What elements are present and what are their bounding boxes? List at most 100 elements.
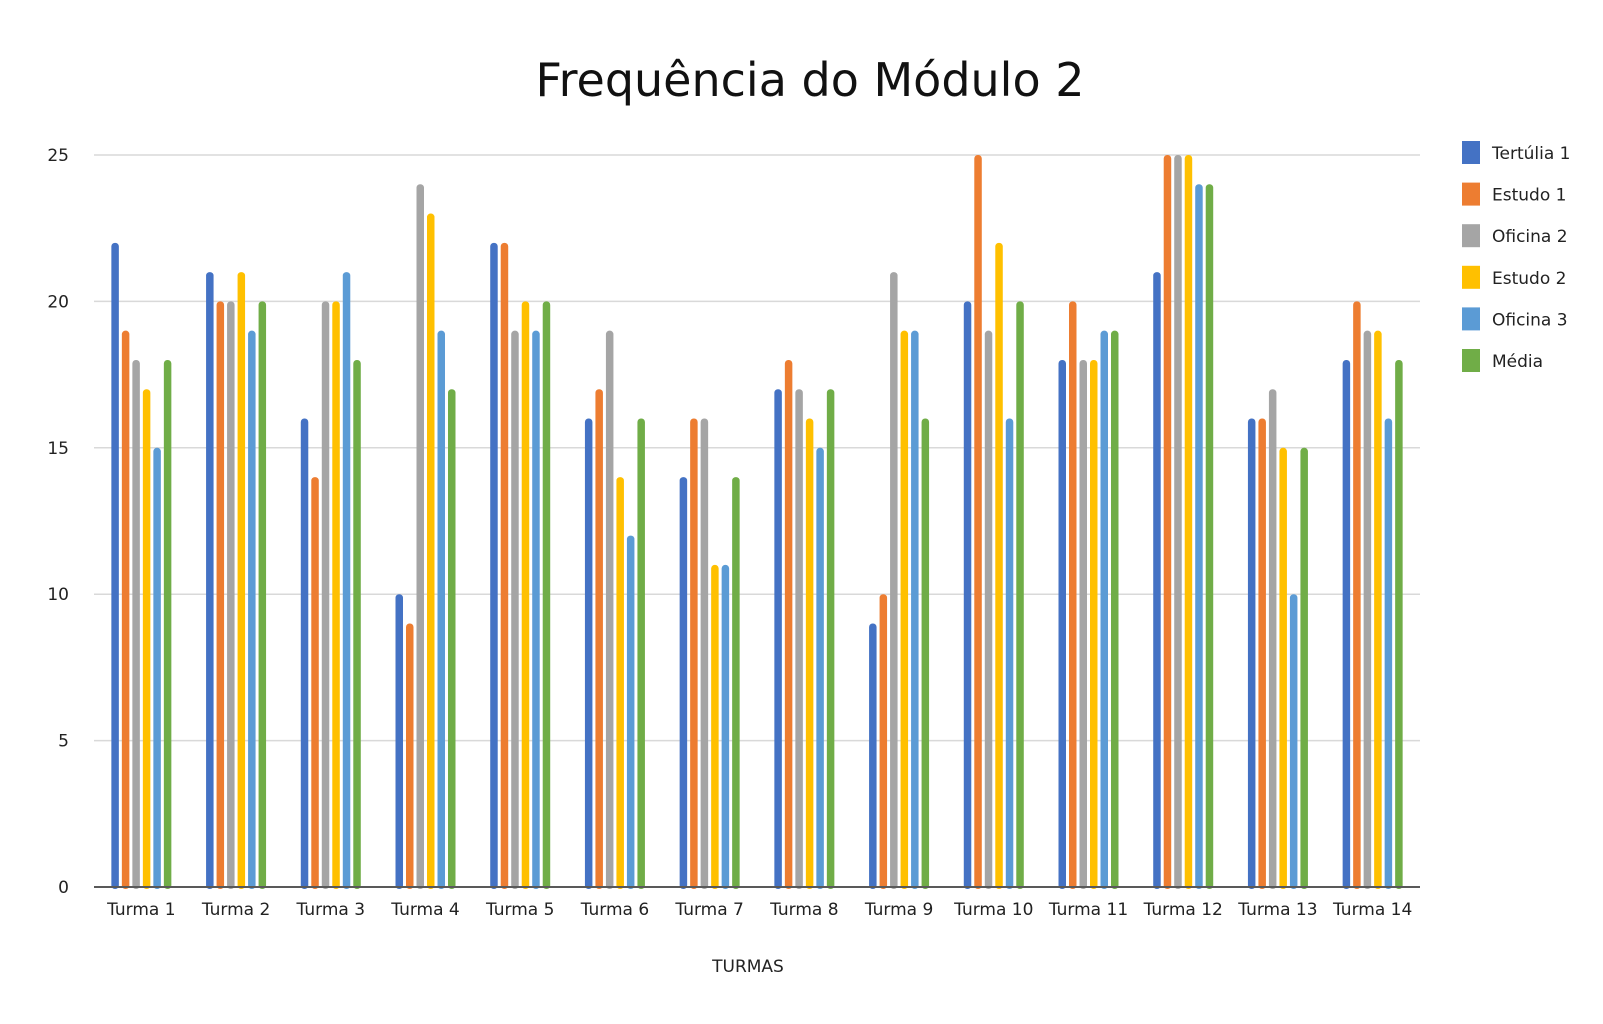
bar [121, 330, 130, 889]
legend-swatch [1462, 265, 1480, 289]
bar [1153, 272, 1161, 889]
x-tick-label: Turma 7 [674, 900, 743, 920]
legend: Tertúlia 1 Estudo 1 Oficina 2 Estudo 2 Ofici… [1462, 141, 1570, 372]
gridlines [94, 154, 1420, 742]
bar [605, 330, 614, 889]
bar [353, 359, 361, 890]
bar [974, 155, 982, 889]
bar [237, 272, 246, 889]
legend-swatch [1462, 307, 1480, 331]
bar [1395, 359, 1403, 890]
bar [595, 389, 603, 889]
bar [795, 389, 803, 889]
bar [1300, 447, 1308, 889]
bar [1090, 359, 1098, 890]
bar [690, 418, 698, 889]
bar [311, 477, 319, 889]
y-tick-label: 15 [47, 439, 69, 459]
bar [900, 330, 909, 889]
bar [1353, 301, 1361, 889]
bar [963, 301, 972, 889]
bar [1100, 330, 1108, 889]
x-tick-label: Turma 14 [1332, 900, 1412, 920]
bar [1184, 155, 1193, 889]
bar [132, 359, 140, 890]
bar [206, 272, 214, 889]
legend-label: Estudo 1 [1492, 186, 1566, 206]
bar [227, 301, 235, 889]
bar [1342, 359, 1351, 890]
legend-label: Oficina 3 [1492, 310, 1568, 330]
bar [437, 330, 445, 889]
bar [490, 242, 498, 890]
bar [248, 330, 256, 889]
bar [1374, 330, 1382, 889]
bar [142, 389, 151, 889]
bar [626, 535, 635, 889]
legend-swatch [1462, 182, 1480, 206]
bar [637, 418, 645, 889]
y-tick-label: 5 [58, 732, 69, 752]
legend-swatch [1462, 349, 1480, 372]
bar [395, 594, 403, 889]
bar [321, 301, 330, 889]
x-axis-title: TURMAS [711, 957, 784, 977]
bar [1079, 359, 1087, 890]
y-tick-label: 10 [47, 585, 69, 605]
bars [111, 155, 1403, 890]
bar [153, 447, 161, 889]
bar [416, 184, 424, 889]
bar [1363, 330, 1372, 889]
bar [711, 564, 719, 889]
bar [721, 564, 730, 889]
bar [1268, 389, 1277, 889]
bar [406, 623, 414, 889]
legend-label: Tertúlia 1 [1491, 144, 1570, 164]
bar [258, 301, 267, 889]
legend-swatch [1462, 224, 1480, 248]
bar [511, 330, 519, 889]
bar [1016, 301, 1024, 889]
bar [1258, 418, 1266, 889]
bar [1195, 184, 1203, 889]
bar [732, 477, 740, 889]
x-tick-label: Turma 8 [769, 900, 838, 920]
bar [1205, 184, 1214, 889]
x-tick-label: Turma 6 [580, 900, 649, 920]
x-tick-label: Turma 4 [390, 900, 459, 920]
bar [332, 301, 340, 889]
bar [921, 418, 930, 889]
bar [1163, 155, 1172, 889]
bar [911, 330, 919, 889]
bar [1279, 447, 1287, 889]
bar [1069, 301, 1077, 889]
bar [542, 301, 551, 889]
x-tick-label: Turma 2 [201, 900, 270, 920]
bar [1247, 418, 1256, 889]
x-tick-label: Turma 10 [953, 900, 1033, 920]
y-axis-ticks: 0 5 10 15 20 25 [47, 146, 69, 898]
x-tick-label: Turma 12 [1143, 900, 1223, 920]
legend-label: Estudo 2 [1492, 269, 1566, 289]
bar [1384, 418, 1393, 889]
bar [342, 272, 351, 889]
x-tick-label: Turma 5 [485, 900, 554, 920]
bar [427, 213, 435, 889]
y-tick-label: 20 [47, 292, 69, 312]
bar [300, 418, 309, 889]
x-tick-label: Turma 1 [106, 900, 175, 920]
bar [995, 242, 1003, 890]
bar [679, 477, 688, 889]
bar [1058, 359, 1066, 890]
y-tick-label: 25 [47, 146, 69, 166]
bar [1174, 155, 1182, 889]
bar [869, 623, 877, 889]
bar [890, 272, 898, 889]
bar [532, 330, 540, 889]
x-tick-label: Turma 13 [1237, 900, 1317, 920]
bar [448, 389, 456, 889]
bar [1111, 330, 1119, 889]
bar [111, 242, 119, 890]
x-axis-ticks: Turma 1 Turma 2 Turma 3 Turma 4 Turma 5 Turma… [106, 900, 1412, 920]
